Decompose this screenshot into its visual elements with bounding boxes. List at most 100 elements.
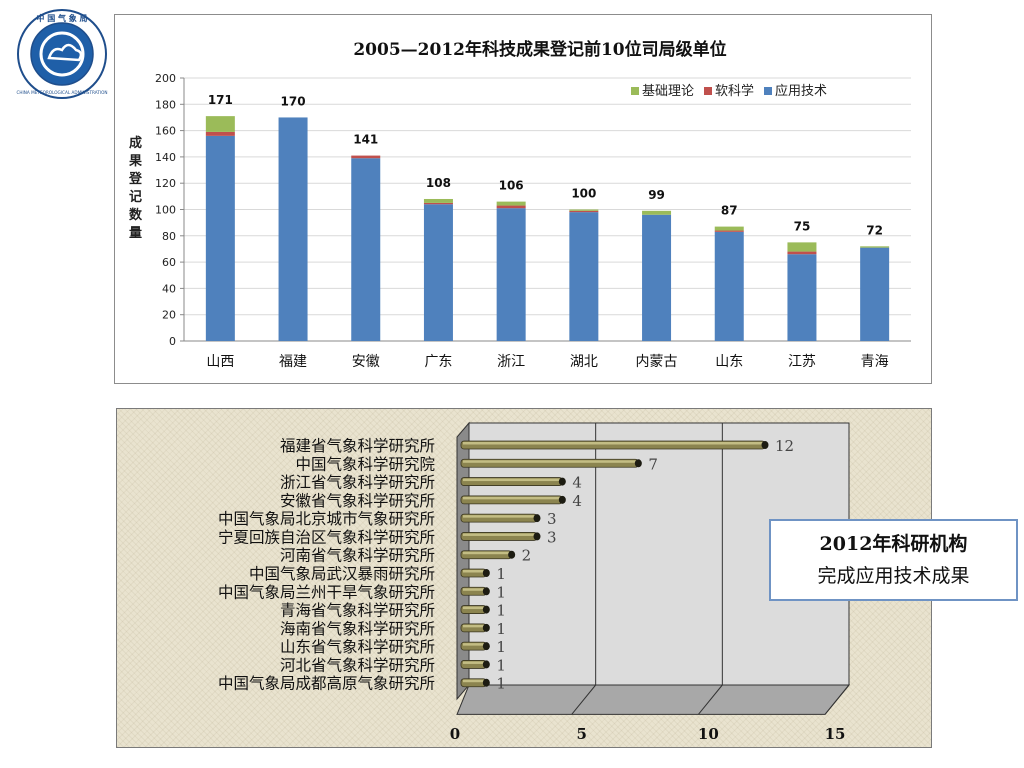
value-label: 1 — [496, 638, 506, 656]
bar-segment — [642, 210, 672, 215]
legend: 基础理论 软科学 应用技术 — [631, 83, 827, 99]
category-label: 福建省气象科学研究所 — [280, 437, 435, 455]
bar-segment — [205, 135, 235, 341]
bar-segment — [714, 230, 744, 232]
y-tick-label: 0 — [169, 335, 176, 348]
x-tick-label: 福建 — [279, 354, 307, 370]
y-axis-label: 成果登记数量 — [128, 135, 143, 241]
bar-end — [761, 441, 769, 449]
legend-label: 应用技术 — [775, 83, 827, 99]
value-label: 4 — [572, 474, 582, 492]
y-tick-label: 40 — [162, 282, 176, 295]
value-label: 4 — [572, 492, 582, 510]
bar-highlight — [463, 661, 485, 664]
total-label: 87 — [721, 204, 738, 218]
x-tick-label: 湖北 — [570, 354, 598, 370]
logo-top-text: 中 国 气 象 局 — [36, 13, 87, 23]
bar-segment — [351, 155, 381, 159]
bar-highlight — [463, 515, 535, 518]
total-label: 171 — [208, 93, 233, 107]
category-labels: 福建省气象科学研究所中国气象科学研究院浙江省气象科学研究所安徽省气象科学研究所中… — [218, 437, 435, 693]
x-tick-label: 内蒙古 — [636, 354, 678, 370]
bar-segment — [423, 198, 453, 203]
category-label: 中国气象局兰州干旱气象研究所 — [218, 583, 435, 601]
y-tick-label: 140 — [155, 151, 176, 164]
cma-logo: 中 国 气 象 局 CHINA METEOROLOGICAL ADMINISTR… — [16, 8, 108, 100]
total-label: 72 — [866, 223, 883, 237]
total-label: 170 — [281, 94, 306, 108]
logo-ring-text: CHINA METEOROLOGICAL ADMINISTRATION — [16, 90, 107, 95]
bar-end — [558, 495, 566, 504]
x-tick-label: 浙江 — [497, 354, 525, 370]
floor-gridline — [824, 684, 850, 715]
callout-line-2: 完成应用技术成果 — [817, 565, 970, 587]
x-tick-label: 山西 — [206, 354, 234, 370]
bar-segment — [714, 226, 744, 231]
value-label: 7 — [648, 455, 658, 473]
bar-highlight — [463, 606, 485, 610]
category-label: 浙江省气象科学研究所 — [280, 474, 435, 492]
category-label: 青海省气象科学研究所 — [280, 602, 435, 620]
bars — [205, 116, 890, 341]
data-labels: 171 170 141 108 106 100 99 87 75 72 — [208, 93, 883, 237]
total-label: 100 — [571, 187, 596, 201]
x-tick-label: 青海 — [861, 354, 889, 370]
legend-swatch — [704, 87, 712, 95]
bar-end — [482, 660, 490, 669]
bar-segment — [787, 242, 817, 252]
category-label: 安徽省气象科学研究所 — [280, 492, 435, 510]
legend-swatch — [764, 87, 772, 95]
category-label: 河北省气象科学研究所 — [280, 656, 435, 674]
x-tick-label: 15 — [825, 725, 846, 743]
y-tick-label: 20 — [162, 309, 176, 322]
horizontal-bar-chart: 福建省气象科学研究所 中国气象科学研究院 浙江省气象科学研究所 安徽省气象科学研究所中… — [116, 408, 932, 748]
bars — [460, 440, 769, 688]
y-axis-ticks: 0 20 40 60 80 100 120 140 160 180 200 — [155, 72, 184, 348]
x-tick-label: 山东 — [715, 354, 743, 370]
value-label: 1 — [496, 620, 506, 638]
bar-highlight — [463, 442, 763, 445]
category-label: 中国气象局北京城市气象研究所 — [218, 510, 435, 528]
bar-highlight — [463, 533, 535, 536]
bar-highlight — [463, 460, 637, 463]
bar-segment — [787, 254, 817, 341]
bar-segment — [351, 158, 381, 341]
x-tick-label: 安徽 — [352, 354, 380, 370]
bar-end — [634, 459, 642, 468]
value-label: 1 — [496, 565, 506, 583]
bar-segment — [496, 208, 526, 341]
legend-label: 软科学 — [715, 83, 754, 99]
bar-end — [482, 623, 490, 632]
bar-highlight — [463, 478, 561, 482]
bar-segment — [569, 209, 599, 211]
value-label: 3 — [547, 528, 557, 546]
bar-segment — [423, 204, 453, 341]
bar-segment — [569, 212, 599, 341]
bar-highlight — [463, 496, 561, 500]
total-label: 106 — [499, 179, 524, 193]
bar-segment — [860, 246, 890, 248]
floor-gridline — [697, 684, 723, 715]
x-tick-label: 10 — [698, 725, 719, 743]
bar-end — [558, 477, 566, 486]
x-tick-label: 5 — [576, 725, 586, 743]
category-label: 中国气象局武汉暴雨研究所 — [249, 565, 435, 583]
floor-gridline — [571, 684, 597, 715]
bar-segment — [714, 231, 744, 341]
value-label: 2 — [522, 547, 532, 565]
bar-highlight — [463, 679, 485, 683]
y-tick-label: 160 — [155, 125, 176, 138]
category-label: 宁夏回族自治区气象科学研究所 — [218, 528, 435, 546]
category-label: 海南省气象科学研究所 — [280, 620, 435, 638]
bar-end — [533, 514, 541, 523]
category-label: 中国气象局成都高原气象研究所 — [218, 675, 435, 693]
legend-swatch — [631, 87, 639, 95]
category-label: 中国气象科学研究院 — [295, 454, 435, 473]
bar-end — [482, 678, 490, 687]
x-tick-label: 江苏 — [788, 354, 816, 370]
bar-end — [482, 605, 490, 614]
value-label: 1 — [496, 656, 506, 674]
bar-highlight — [463, 551, 510, 555]
total-label: 108 — [426, 176, 451, 190]
x-tick-label: 广东 — [424, 354, 452, 370]
